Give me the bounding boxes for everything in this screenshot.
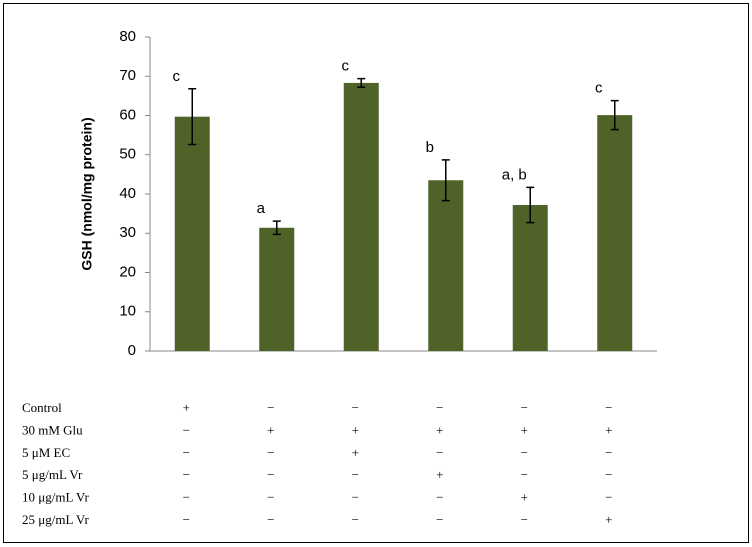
- treatment-mark: −: [183, 422, 190, 437]
- treatment-mark: +: [352, 422, 359, 437]
- significance-letter: c: [173, 68, 181, 85]
- y-tick-label: 20: [119, 263, 136, 280]
- treatment-mark: +: [267, 422, 274, 437]
- treatment-label: Control: [22, 400, 62, 415]
- treatment-mark: −: [267, 445, 274, 460]
- y-tick-label: 80: [119, 28, 136, 45]
- bar: [428, 180, 464, 351]
- treatment-mark: +: [605, 422, 612, 437]
- treatment-mark: +: [436, 467, 443, 482]
- significance-letter: c: [342, 58, 350, 75]
- treatment-label: 30 mM Glu: [22, 422, 83, 437]
- treatment-mark: +: [605, 512, 612, 527]
- treatment-mark: −: [352, 512, 359, 527]
- treatment-mark: −: [521, 400, 528, 415]
- treatment-mark: +: [521, 422, 528, 437]
- treatment-mark: +: [352, 445, 359, 460]
- bar: [597, 115, 633, 351]
- treatment-mark: +: [521, 490, 528, 505]
- treatment-mark: +: [436, 422, 443, 437]
- treatment-mark: −: [183, 445, 190, 460]
- significance-letter: a: [257, 200, 266, 217]
- frame: [3, 3, 749, 543]
- treatment-mark: −: [267, 467, 274, 482]
- y-axis-label: GSH (nmol/mg protein): [79, 117, 95, 270]
- treatment-mark: −: [436, 512, 443, 527]
- treatment-mark: −: [605, 445, 612, 460]
- treatment-mark: −: [352, 490, 359, 505]
- y-tick-label: 70: [119, 67, 136, 84]
- y-tick-label: 0: [128, 342, 136, 359]
- y-tick-label: 40: [119, 185, 136, 202]
- y-tick-label: 50: [119, 146, 136, 163]
- error-bar: [441, 159, 450, 202]
- treatment-mark: −: [436, 445, 443, 460]
- bar: [512, 204, 548, 351]
- treatment-mark: −: [183, 490, 190, 505]
- treatment-mark: −: [605, 400, 612, 415]
- treatment-mark: +: [183, 400, 190, 415]
- treatment-label: 5 μg/mL Vr: [22, 467, 83, 482]
- error-bar: [526, 186, 535, 224]
- significance-letter: b: [426, 139, 434, 156]
- error-bar: [357, 77, 366, 88]
- bar: [343, 82, 379, 352]
- treatment-label: 5 μM EC: [22, 445, 70, 460]
- treatment-mark: −: [267, 490, 274, 505]
- treatment-mark: −: [436, 490, 443, 505]
- treatment-mark: −: [352, 400, 359, 415]
- bar: [174, 116, 210, 352]
- y-tick-label: 10: [119, 303, 136, 320]
- error-bar: [188, 88, 197, 146]
- y-tick-label: 60: [119, 106, 136, 123]
- error-bar: [610, 99, 619, 131]
- error-bar: [272, 220, 281, 236]
- significance-letter: c: [595, 80, 603, 97]
- treatment-mark: −: [183, 467, 190, 482]
- treatment-mark: −: [267, 512, 274, 527]
- treatment-label: 10 μg/mL Vr: [22, 490, 90, 505]
- significance-letter: a, b: [502, 166, 527, 183]
- treatment-mark: −: [521, 467, 528, 482]
- treatment-mark: −: [605, 490, 612, 505]
- treatment-mark: −: [521, 512, 528, 527]
- bar: [259, 227, 295, 351]
- treatment-mark: −: [436, 400, 443, 415]
- treatment-mark: −: [352, 467, 359, 482]
- treatment-label: 25 μg/mL Vr: [22, 512, 90, 527]
- treatment-mark: −: [183, 512, 190, 527]
- treatment-mark: −: [267, 400, 274, 415]
- treatment-mark: −: [521, 445, 528, 460]
- treatment-mark: −: [605, 467, 612, 482]
- y-tick-label: 30: [119, 224, 136, 241]
